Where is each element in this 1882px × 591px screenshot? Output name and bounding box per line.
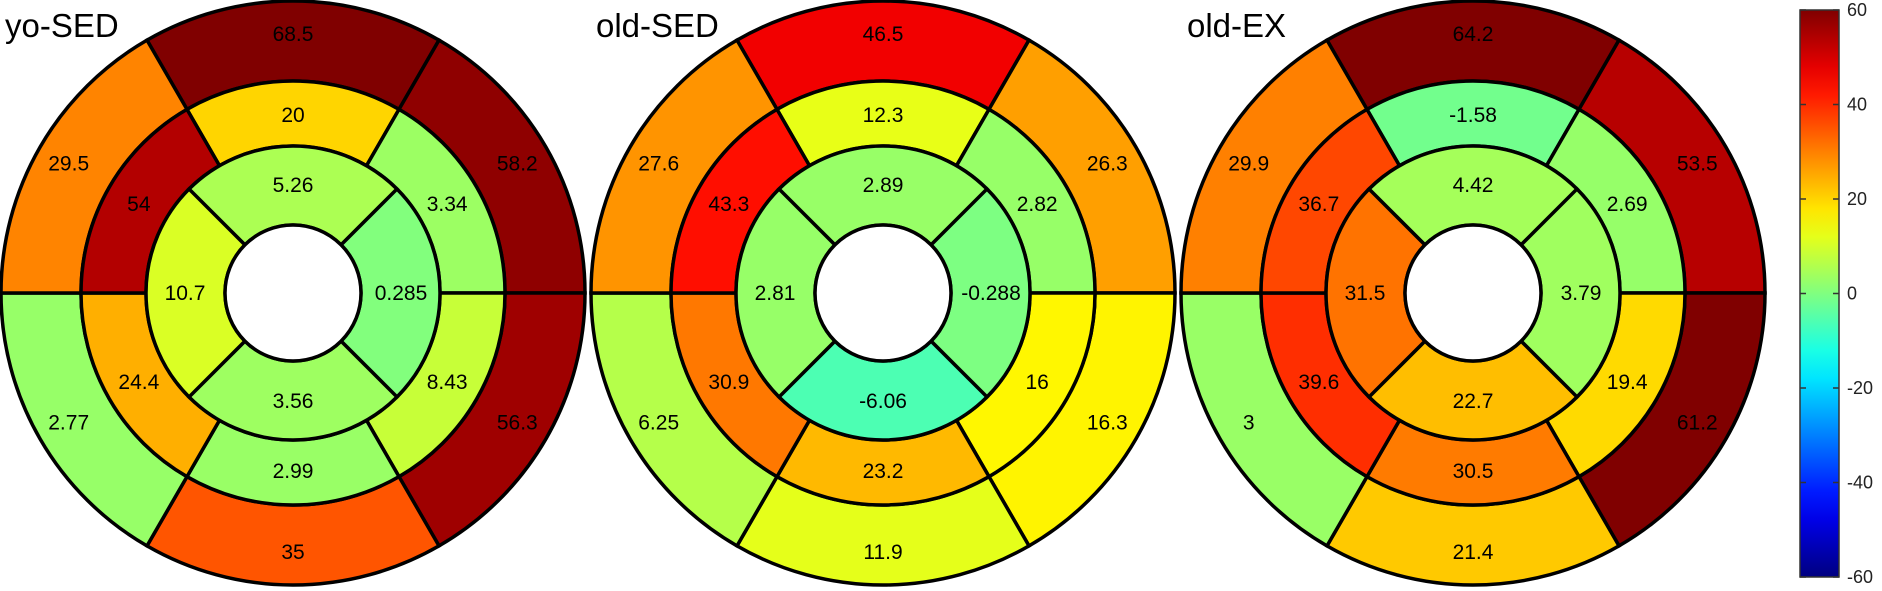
- middle-segment-label: -1.58: [1449, 104, 1497, 127]
- colorbar-tick-label: 20: [1847, 189, 1867, 209]
- inner-segment-label: -0.288: [961, 282, 1021, 305]
- middle-segment-label: 2.82: [1017, 193, 1058, 216]
- middle-segment-label: 43.3: [708, 193, 749, 216]
- outer-segment-label: 58.2: [497, 153, 538, 176]
- inner-segment-label: 0.285: [375, 282, 428, 305]
- inner-segment-label: 2.89: [863, 174, 904, 197]
- inner-segment-label: 5.26: [273, 174, 314, 197]
- center-hole: [813, 223, 953, 363]
- middle-segment-label: 19.4: [1607, 371, 1648, 394]
- plot-title: yo-SED: [5, 7, 119, 44]
- colorbar-tick-label: -60: [1847, 567, 1873, 587]
- outer-segment-label: 11.9: [863, 541, 902, 564]
- bullseye-plot: 68.5 58.2 56.3 35 2.77 29.5 20 3.34 8.43 2.99 24.4…: [0, 0, 587, 587]
- inner-segment-label: 4.42: [1453, 174, 1494, 197]
- middle-segment-label: 54: [127, 193, 151, 216]
- outer-segment-label: 61.2: [1677, 412, 1718, 435]
- outer-segment-label: 29.9: [1228, 153, 1269, 176]
- middle-segment-label: 39.6: [1298, 371, 1339, 394]
- outer-segment-label: 64.2: [1453, 23, 1494, 46]
- middle-segment-label: 20: [281, 104, 304, 127]
- bullseye-plots: 68.5 58.2 56.3 35 2.77 29.5 20 3.34 8.43 2.99 24.4…: [0, 0, 1767, 587]
- inner-segment-label: 31.5: [1345, 282, 1386, 305]
- middle-segment-label: 23.2: [863, 460, 904, 483]
- colorbar-tick-label: -40: [1847, 473, 1873, 493]
- colorbar-tick-label: 0: [1847, 284, 1857, 304]
- outer-segment-label: 29.5: [48, 153, 89, 176]
- outer-segment-label: 21.4: [1453, 541, 1494, 564]
- middle-segment-label: 30.9: [708, 371, 749, 394]
- plot-title: old-SED: [596, 7, 719, 44]
- inner-segment-label: 2.81: [755, 282, 796, 305]
- outer-segment-label: 6.25: [638, 412, 679, 435]
- outer-segment-label: 68.5: [273, 23, 314, 46]
- plot-title: old-EX: [1187, 7, 1286, 44]
- middle-segment-label: 24.4: [118, 371, 159, 394]
- middle-segment-label: 2.69: [1607, 193, 1648, 216]
- outer-segment-label: 53.5: [1677, 153, 1718, 176]
- outer-segment-label: 56.3: [497, 412, 538, 435]
- outer-segment-label: 46.5: [863, 23, 904, 46]
- colorbar-tick-label: 60: [1847, 0, 1867, 20]
- center-hole: [1403, 223, 1543, 363]
- middle-segment-label: 36.7: [1298, 193, 1339, 216]
- middle-segment-label: 12.3: [863, 104, 904, 127]
- inner-segment-label: 3.79: [1561, 282, 1602, 305]
- inner-segment-label: 22.7: [1453, 390, 1494, 413]
- outer-segment-label: 3: [1243, 412, 1255, 435]
- outer-segment-label: 26.3: [1087, 153, 1128, 176]
- inner-segment-label: 10.7: [165, 282, 206, 305]
- middle-segment-label: 30.5: [1453, 460, 1494, 483]
- outer-segment-label: 35: [281, 541, 304, 564]
- middle-segment-label: 8.43: [427, 371, 468, 394]
- colorbar-bar: [1799, 9, 1840, 578]
- middle-segment-label: 16: [1025, 371, 1048, 394]
- colorbar-tick-label: 40: [1847, 95, 1867, 115]
- outer-segment-label: 27.6: [638, 153, 679, 176]
- middle-segment-label: 2.99: [273, 460, 314, 483]
- outer-segment-label: 16.3: [1087, 412, 1128, 435]
- center-hole: [223, 223, 363, 363]
- inner-segment-label: 3.56: [273, 390, 314, 413]
- outer-segment-label: 2.77: [48, 412, 89, 435]
- bullseye-plot: 64.2 53.5 61.2 21.4 3 29.9 -1.58 2.69 19.4 30.5 39…: [1179, 0, 1767, 587]
- inner-segment-label: -6.06: [859, 390, 907, 413]
- colorbar: 60 40 20 0 -20 -40 -60: [1799, 0, 1873, 587]
- colorbar-tick-label: -20: [1847, 378, 1873, 398]
- middle-segment-label: 3.34: [427, 193, 468, 216]
- bullseye-plot: 46.5 26.3 16.3 11.9 6.25 27.6 12.3 2.82 16 23.2 30…: [589, 0, 1177, 587]
